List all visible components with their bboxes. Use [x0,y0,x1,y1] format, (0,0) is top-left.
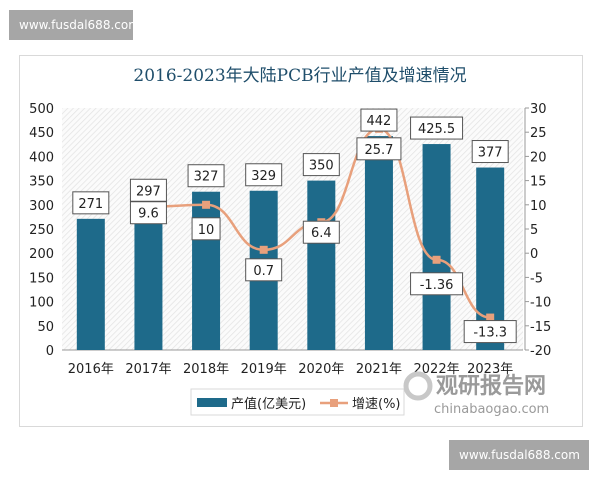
bar-2020年 [307,180,336,350]
growth-value-label: -13.3 [473,326,507,341]
growth-value-label: 25.7 [364,143,393,158]
left-tick-label: 100 [29,296,54,311]
x-tick-label: 2021年 [356,362,402,377]
right-tick-label: 10 [530,199,547,214]
growth-value-label-box [129,201,167,225]
bar-value-label-box [72,191,110,215]
plot-area [62,108,523,350]
bar-value-label-box [360,108,398,132]
right-tick-label: -20 [530,344,551,359]
left-tick-label: 200 [29,247,54,262]
bar-value-label-box [471,140,509,164]
left-tick-label: 50 [37,320,54,335]
left-tick-label: 150 [29,271,54,286]
right-tick-label: 20 [530,150,547,165]
x-tick-label: 2019年 [241,362,287,377]
growth-value-label-box [463,320,517,344]
growth-value-label: 6.4 [311,226,332,241]
left-tick-label: 500 [29,102,54,117]
right-tick-label: -10 [530,296,551,311]
bar-2018年 [192,191,221,350]
right-tick-label: -5 [530,271,543,286]
x-tick-label: 2022年 [414,362,460,377]
bar-value-label: 329 [251,169,276,184]
right-tick-label: 30 [530,102,547,117]
bar-2022年 [422,144,451,350]
logo-name: 观研报告网 [436,374,546,399]
growth-value-label: 9.6 [138,207,159,222]
bar-value-label-box [410,116,464,140]
bar-value-label: 425.5 [418,122,455,137]
left-tick-label: 250 [29,223,54,238]
growth-value-label: 10 [198,223,215,238]
legend: 产值(亿美元) 增速(%) [190,388,405,416]
x-tick-label: 2016年 [68,362,114,377]
left-tick-label: 400 [29,150,54,165]
chart-title: 2016-2023年大陆PCB行业产值及增速情况 [133,66,466,86]
growth-value-label-box [356,137,402,161]
left-tick-label: 0 [46,344,54,359]
bar-2017年 [134,206,163,350]
x-tick-label: 2018年 [183,362,229,377]
left-tick-label: 350 [29,175,54,190]
growth-marker-2022年 [432,255,441,264]
bar-value-label: 442 [367,114,392,129]
watermark-top: www.fusdal688.com [9,10,140,40]
x-tick-label: 2020年 [298,362,344,377]
bar-value-label: 327 [194,170,219,185]
growth-marker-2019年 [259,245,268,254]
logo-icon [403,371,433,401]
growth-value-label: -1.36 [420,278,454,293]
logo-url: chinabaogao.com [434,402,549,417]
bar-2016年 [76,218,105,350]
right-tick-label: 15 [530,175,547,190]
growth-value-label-box [245,258,283,282]
brand-logo: 观研报告网 chinabaogao.com [403,371,549,417]
bar-value-label: 271 [78,197,103,212]
bar-value-label: 297 [136,184,161,199]
left-tick-label: 450 [29,126,54,141]
bar-value-label: 377 [478,146,503,161]
growth-marker-2023年 [486,313,495,322]
right-tick-label: 0 [530,247,538,262]
right-tick-label: 25 [530,126,547,141]
x-tick-label: 2017年 [125,362,171,377]
right-tick-label: 5 [530,223,538,238]
bar-value-label: 350 [309,159,334,174]
legend-bar-swatch [197,398,227,407]
right-tick-label: -15 [530,320,551,335]
growth-value-label: 0.7 [253,264,274,279]
bar-value-label-box [245,163,283,187]
growth-marker-2018年 [202,200,211,209]
growth-value-label-box [191,217,221,241]
watermark-bottom: www.fusdal688.com [449,440,589,470]
legend-bar-label: 产值(亿美元) [231,396,306,412]
bar-value-label-box [187,164,225,188]
legend-line-marker [330,399,338,407]
bar-2021年 [364,136,393,350]
bar-value-label-box [302,153,340,177]
x-tick-label: 2023年 [467,362,513,377]
legend-line-label: 增速(%) [352,397,401,412]
growth-value-label-box [302,220,340,244]
left-tick-label: 300 [29,199,54,214]
growth-value-label-box [410,272,464,296]
